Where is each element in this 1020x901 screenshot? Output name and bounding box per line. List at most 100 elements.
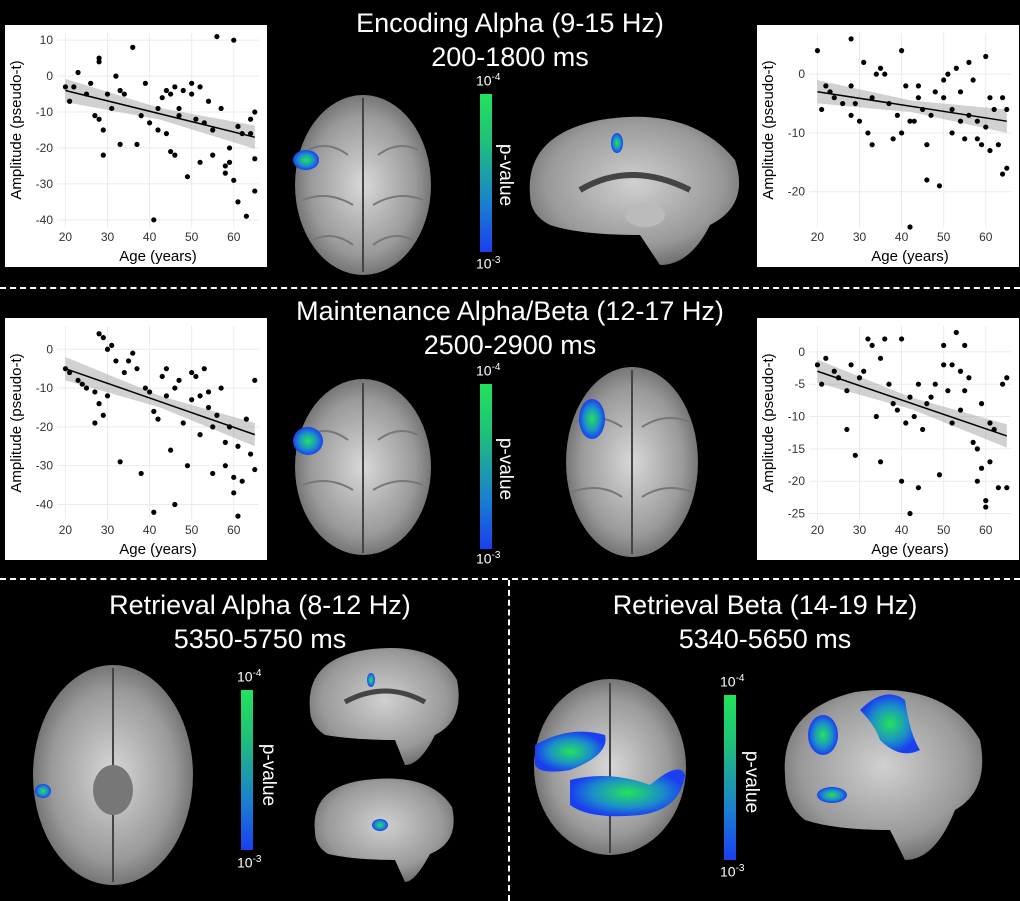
data-point [970,77,976,83]
data-point [168,148,174,155]
data-point [100,127,106,133]
activation-blob [535,731,606,772]
data-point [210,424,216,430]
data-point [987,420,993,426]
data-point [941,77,947,83]
data-point [966,112,972,118]
data-point [231,37,237,43]
data-point [915,485,922,491]
x-tick-label: 50 [185,230,199,244]
data-point [180,420,186,426]
data-point [962,136,968,142]
data-point [92,113,98,119]
data-point [957,368,964,374]
data-point [907,224,913,230]
trend-line [817,370,1008,437]
data-point [138,113,144,119]
data-point [819,106,825,113]
scatter-plot: 20 30 40 50 60 0 -5 -10 -15 -20 -25 Age (years) Ampl… [760,326,1011,558]
x-tick-label: 50 [937,230,951,244]
retrieval-beta-title: Retrieval Beta (14-19 Hz) 5340-5650 ms [545,588,985,656]
x-tick-label: 60 [979,230,993,244]
retrieval-alpha-title-line2: 5350-5750 ms [173,624,347,654]
data-point [172,152,178,158]
data-point [151,509,157,515]
data-point [193,373,199,380]
data-point [848,112,854,118]
data-point [201,366,207,372]
data-point [915,83,922,89]
data-point [189,91,195,97]
data-point [197,393,203,399]
y-tick-label: -20 [788,474,806,488]
data-point [235,199,241,205]
y-tick-label: -10 [788,126,806,140]
data-point [218,385,224,391]
data-point [189,397,195,403]
data-point [218,105,224,112]
data-point [898,336,905,342]
x-tick-label: 50 [937,523,951,537]
y-tick-label: -10 [36,105,54,119]
separator-1 [0,287,1020,289]
data-point [928,112,934,118]
data-point [155,416,161,422]
data-point [155,127,161,133]
data-point [184,463,191,469]
x-tick-label: 20 [811,523,825,537]
data-point [83,91,90,97]
activation-blob [570,769,685,817]
data-point [894,407,900,413]
colorbar-gradient [241,690,253,850]
colorbar-bottom-exp: -3 [252,854,262,865]
x-tick-label: 40 [895,230,909,244]
data-point [920,426,926,433]
colorbar-bottom-base: 10 [476,550,492,567]
data-point [949,130,955,136]
data-point [113,358,119,364]
data-point [915,95,922,101]
data-point [92,420,98,426]
colorbar-gradient [480,384,492,549]
x-tick-label: 50 [185,523,199,537]
retrieval-beta-title-line2: 5340-5650 ms [678,624,852,654]
data-point [75,377,81,383]
data-point [79,381,85,387]
scatter-encoding-left: 20 30 40 50 60 10 0 -10 -20 -30 -40 Age (years) Ampl… [5,25,267,267]
data-point [176,377,182,383]
data-point [214,412,220,418]
scatter-plot: 20 30 40 50 60 0 -10 -20 Age (years) Amplitude (p… [760,33,1011,265]
activation-blob [860,694,920,754]
data-point [252,188,258,194]
data-point [197,159,203,165]
y-tick-label: -25 [788,507,806,521]
x-tick-label: 20 [59,523,73,537]
data-point [1004,485,1010,491]
activation-blob [293,150,319,170]
colorbar-bottom-base: 10 [237,854,253,871]
data-point [949,420,955,426]
colorbar-top-exp: -4 [491,72,501,83]
data-point [163,393,170,399]
x-tick-label: 60 [979,523,993,537]
colorbar-gradient [724,695,736,860]
data-point [898,478,905,484]
data-point [226,159,233,165]
brain-axial-encoding [293,95,431,275]
data-point [210,127,216,133]
data-point [96,59,102,65]
data-point [911,118,917,124]
data-point [936,472,943,478]
data-point [936,183,943,189]
data-point [235,513,241,519]
brain-axial-retrieval-beta [534,679,686,855]
data-point [189,80,195,86]
data-point [823,355,829,361]
data-point [974,136,980,142]
data-point [844,388,850,394]
data-point [941,362,947,368]
y-tick-label: 0 [798,67,805,81]
data-point [83,385,90,391]
data-point [995,142,1001,148]
data-point [1004,165,1010,171]
